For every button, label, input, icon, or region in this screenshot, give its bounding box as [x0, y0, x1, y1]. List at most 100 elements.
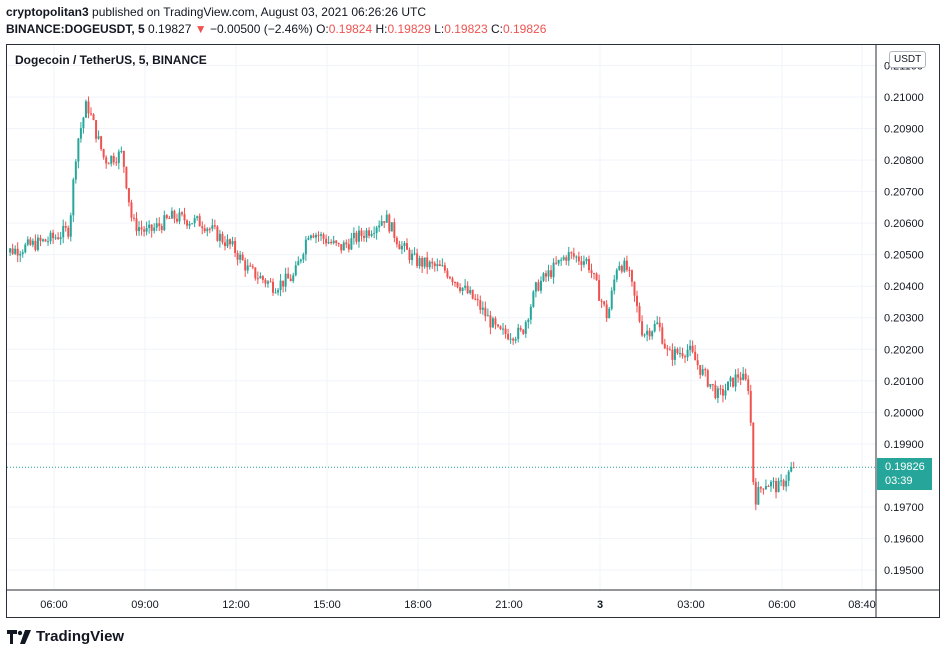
candle-body — [418, 258, 421, 267]
candle-body — [747, 379, 750, 391]
candle-body — [782, 480, 785, 487]
candle-body — [630, 270, 633, 282]
candle-body — [239, 254, 242, 260]
candle-body — [628, 269, 631, 271]
candle-body — [696, 360, 699, 366]
candle-body — [547, 270, 550, 277]
candle-body — [241, 254, 244, 261]
candle-body — [400, 245, 403, 250]
candle-body — [489, 315, 492, 328]
candle-body — [413, 253, 416, 255]
candle-body — [264, 279, 267, 284]
candle-body — [754, 482, 757, 505]
y-tick-label: 0.20600 — [884, 218, 924, 230]
candle-body — [383, 221, 386, 223]
candle-body — [661, 327, 664, 344]
y-tick-label: 0.20500 — [884, 250, 924, 262]
candle-body — [287, 273, 290, 279]
open-value: 0.19824 — [328, 22, 373, 36]
candle-body — [398, 244, 401, 250]
candle-body — [739, 377, 742, 380]
candle-body — [363, 235, 366, 238]
candle-body — [360, 230, 363, 236]
candle-body — [484, 307, 487, 317]
candle-body — [721, 389, 724, 396]
candle-body — [178, 212, 181, 222]
chart-legend: Dogecoin / TetherUS, 5, BINANCE — [15, 53, 207, 67]
candle-body — [699, 365, 702, 375]
candle-body — [651, 331, 654, 337]
candle-body — [666, 348, 669, 350]
candle-body — [469, 289, 472, 294]
candle-body — [352, 232, 355, 239]
candle-body — [572, 253, 575, 257]
publish-line: cryptopolitan3 published on TradingView.… — [6, 5, 426, 19]
candle-body — [350, 238, 353, 250]
candle-body — [335, 240, 338, 243]
candle-body — [775, 481, 778, 493]
ohlc-line: BINANCE:DOGEUSDT, 5 0.19827 ▼ −0.00500 (… — [6, 22, 546, 36]
candle-body — [340, 244, 343, 251]
candle-body — [562, 257, 565, 260]
candle-body — [772, 481, 775, 483]
candle-body — [365, 230, 368, 238]
candle-body — [160, 226, 163, 231]
candle-body — [19, 253, 22, 256]
candle-body — [368, 230, 371, 236]
candle-body — [140, 227, 143, 230]
y-tick-label: 0.21000 — [884, 92, 924, 104]
candle-body — [54, 237, 57, 239]
candle-body — [52, 232, 55, 239]
candle-body — [143, 229, 146, 232]
y-tick-label: 0.19900 — [884, 439, 924, 451]
candle-body — [92, 114, 95, 121]
candle-body — [694, 351, 697, 361]
candle-body — [188, 223, 191, 226]
candle-body — [229, 239, 232, 245]
candle-body — [390, 222, 393, 232]
candle-body — [244, 260, 247, 271]
candle-body — [102, 149, 105, 158]
candle-body — [587, 258, 590, 271]
candle-body — [231, 241, 234, 245]
candle-body — [87, 101, 90, 114]
candle-body — [138, 227, 141, 232]
candle-body — [82, 117, 85, 129]
candle-body — [759, 487, 762, 489]
candle-body — [158, 223, 161, 227]
y-tick-label: 0.20000 — [884, 407, 924, 419]
candle-body — [395, 237, 398, 245]
tradingview-logo-icon — [7, 629, 31, 644]
y-tick-label: 0.19500 — [884, 565, 924, 577]
author-name[interactable]: cryptopolitan3 — [6, 5, 89, 19]
candle-body — [21, 252, 24, 254]
candle-body — [459, 287, 462, 292]
candle-body — [545, 273, 548, 277]
candle-body — [16, 248, 19, 256]
tradingview-logo[interactable]: TradingView — [7, 628, 124, 645]
candle-body — [426, 257, 429, 268]
candle-body — [302, 254, 305, 260]
candle-body — [620, 265, 623, 272]
candle-body — [433, 263, 436, 267]
candle-body — [448, 277, 451, 279]
candle-body — [216, 226, 219, 241]
candle-body — [183, 214, 186, 221]
candle-body — [524, 322, 527, 334]
candle-body — [125, 166, 128, 189]
candle-body — [284, 273, 287, 287]
candle-body — [378, 225, 381, 228]
candle-body — [168, 218, 171, 220]
x-tick-label: 15:00 — [313, 599, 341, 611]
candle-body — [636, 295, 639, 307]
candle-body — [322, 234, 325, 239]
candle-body — [689, 345, 692, 350]
candle-body — [393, 222, 396, 238]
candle-body — [732, 377, 735, 387]
candle-body — [47, 241, 50, 243]
y-tick-label: 0.20400 — [884, 281, 924, 293]
currency-badge[interactable]: USDT — [889, 51, 927, 68]
candle-body — [193, 217, 196, 224]
candle-body — [272, 281, 275, 293]
